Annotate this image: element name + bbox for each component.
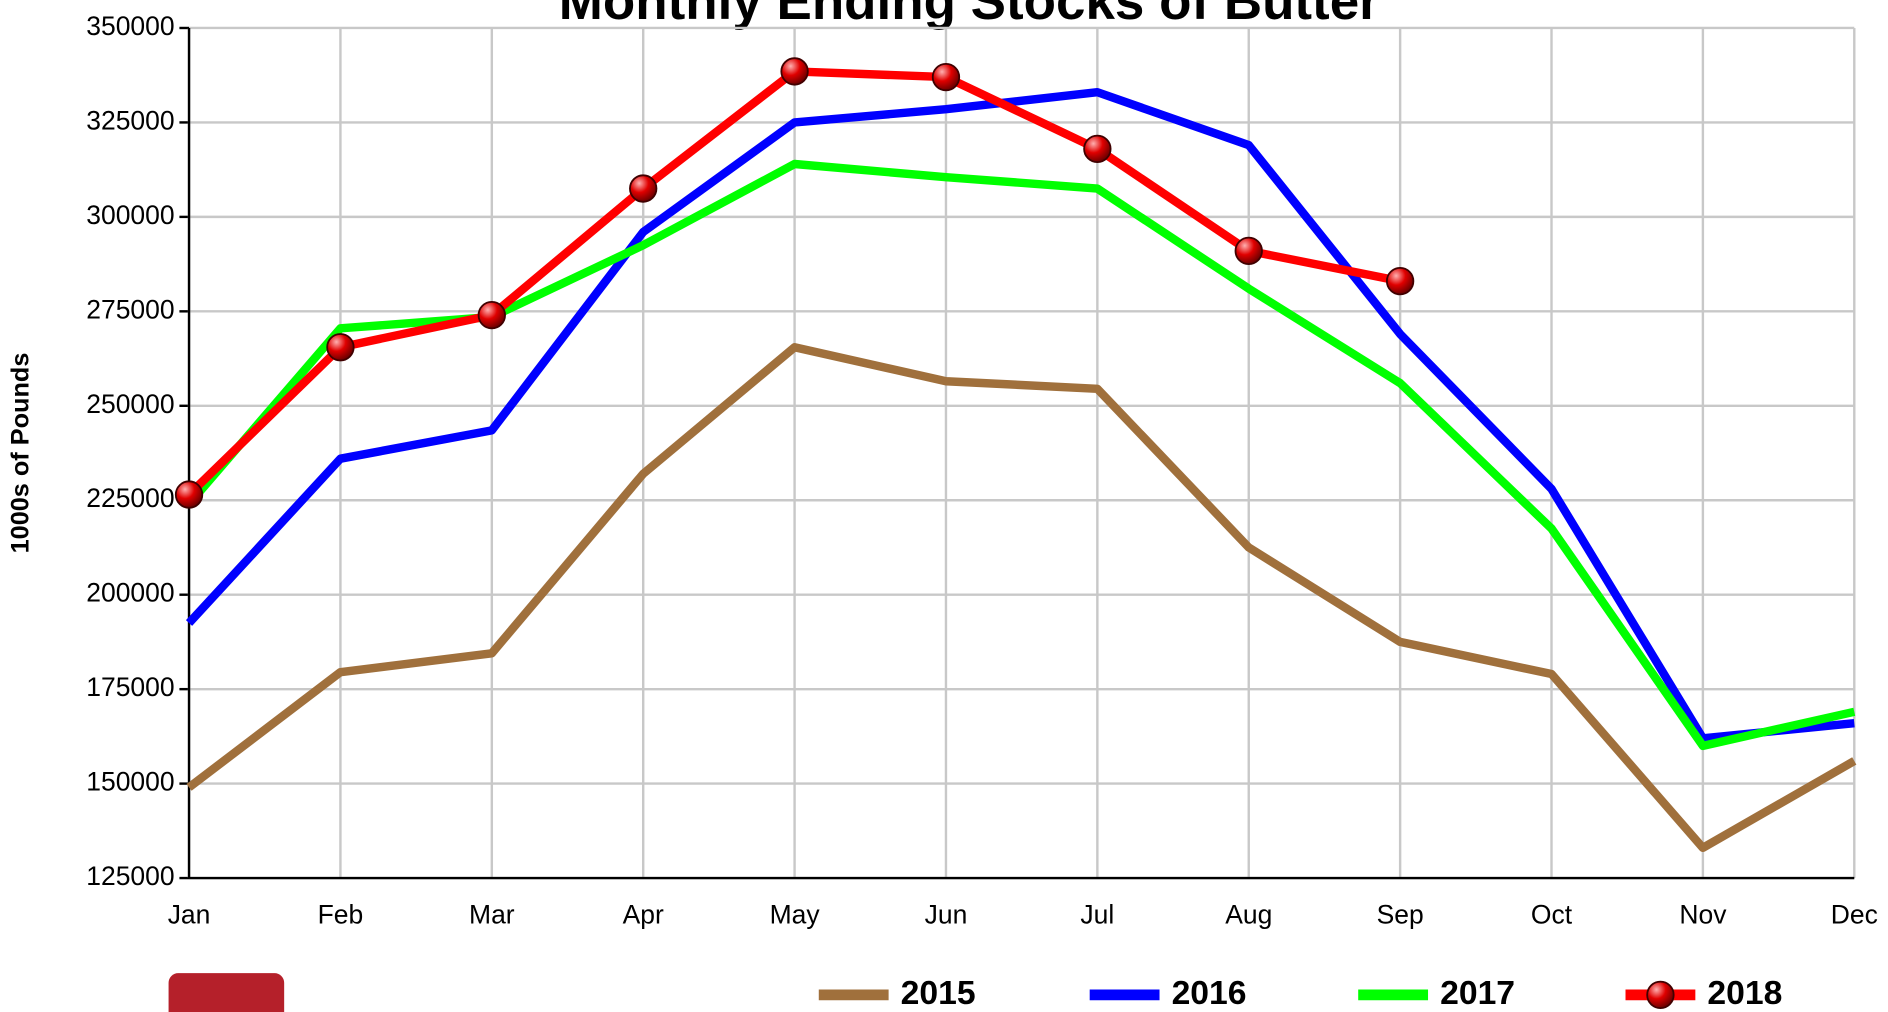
y-tick-label: 275000 [86, 294, 174, 324]
y-tick-label: 200000 [86, 578, 174, 608]
line-series [185, 87, 1855, 743]
y-tick-label: 300000 [86, 200, 174, 230]
x-tick-label: May [770, 900, 821, 930]
marker [326, 333, 355, 362]
marker [1234, 236, 1263, 266]
y-tick-label: 125000 [86, 861, 174, 891]
legend-label: 2015 [901, 974, 976, 1012]
legend-label: 2018 [1707, 974, 1782, 1012]
x-tick-label: Aug [1225, 900, 1272, 930]
x-tick-label: Jun [925, 900, 968, 930]
x-tick-label: Oct [1531, 900, 1573, 930]
legend-label: 2016 [1172, 974, 1247, 1012]
marker [629, 174, 658, 203]
logo [168, 973, 285, 1012]
x-tick-label: Apr [623, 900, 664, 930]
x-tick-label: Sep [1377, 900, 1424, 930]
y-tick-label: 175000 [86, 672, 174, 702]
chart-title: Monthly Ending Stocks of Butter [559, 0, 1380, 31]
legend-label: 2017 [1440, 974, 1515, 1012]
x-tick-label: Jan [168, 900, 211, 930]
marker [780, 57, 809, 86]
x-tick-label: Mar [469, 900, 515, 930]
y-tick-label: 225000 [86, 483, 174, 513]
x-tick-label: Jul [1080, 900, 1114, 930]
marker [1385, 266, 1415, 296]
marker [1083, 134, 1112, 164]
legend-marker [1646, 980, 1675, 1010]
marker [931, 62, 961, 92]
y-tick-label: 250000 [86, 389, 174, 419]
marker [477, 300, 506, 330]
y-axis-label: 1000s of Pounds [6, 353, 34, 554]
x-tick-label: Nov [1679, 900, 1727, 930]
line-series [186, 343, 1857, 853]
x-tick-label: Dec [1831, 900, 1878, 930]
y-tick-label: 325000 [86, 105, 174, 135]
marker [174, 480, 204, 509]
x-tick-label: Feb [318, 900, 364, 930]
y-tick-label: 350000 [86, 11, 174, 41]
y-tick-label: 150000 [86, 767, 174, 797]
